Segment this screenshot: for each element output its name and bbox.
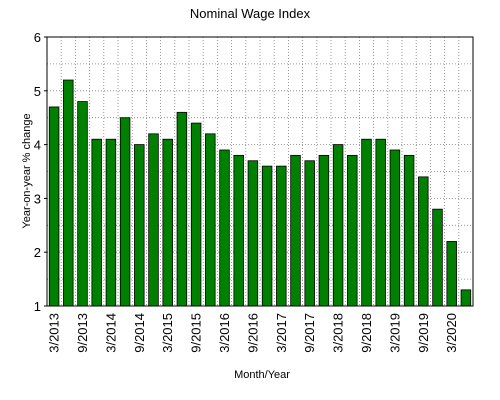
bar-3-2016 [219,149,230,307]
x-tick-label: 3/2020 [444,313,459,353]
bar-9-2017 [304,160,315,307]
bar-12-2016 [261,165,273,307]
bar-9-2018 [361,138,372,307]
x-axis-ticks: 3/2013 9/2013 3/2014 9/2014 3/2015 9/2015 3/20… [47,313,460,353]
bar-12-2019 [432,208,443,307]
x-tick-label: 9/2016 [245,313,260,353]
bar-9-2013 [77,101,88,307]
chart-title: Nominal Wage Index [190,6,311,21]
y-tick-label: 6 [34,30,41,45]
bar-6-2020 [460,289,472,307]
bar-9-2019 [418,176,429,307]
x-tick-label: 3/2014 [103,313,118,353]
x-tick-label: 9/2018 [359,313,374,353]
bar-6-2013 [63,79,74,307]
gridlines [47,36,473,307]
x-axis-label: Month/Year [234,369,290,381]
x-tick-label: 9/2013 [75,313,90,353]
x-tick-label: 9/2015 [189,313,204,353]
bars [48,79,472,307]
bar-3-2019 [389,149,401,307]
x-tick-label: 3/2016 [217,313,232,353]
bar-3-2015 [162,138,173,307]
x-tick-label: 9/2017 [302,313,317,353]
x-tick-label: 3/2015 [160,313,175,353]
bar-3-2020 [446,241,457,307]
x-tick-label: 9/2019 [416,313,431,353]
x-tick-label: 3/2017 [274,313,289,353]
y-tick-label: 1 [34,299,41,314]
bar-6-2017 [290,154,301,307]
bar-6-2015 [176,111,188,307]
y-tick-label: 5 [34,84,41,99]
x-tick-label: 3/2013 [47,313,62,353]
x-tick-label: 9/2014 [132,313,147,353]
bar-12-2015 [205,133,216,307]
y-axis-label: Year-on-year % change [21,113,33,228]
bar-3-2014 [105,138,117,307]
bar-6-2016 [233,154,244,307]
bar-9-2014 [134,144,145,307]
plot-frame [46,36,474,307]
bar-6-2014 [119,117,131,307]
x-tick-label: 3/2019 [387,313,402,353]
bar-12-2018 [375,138,386,307]
bar-9-2015 [190,122,202,307]
bar-3-2018 [332,144,344,307]
bar-9-2016 [247,160,259,307]
bar-12-2014 [148,133,159,307]
y-tick-label: 3 [34,191,41,206]
bar-12-2017 [318,154,330,307]
bar-12-2013 [91,138,102,307]
y-tick-label: 4 [34,138,41,153]
bar-3-2013 [48,106,60,307]
bar-3-2017 [276,165,287,307]
bar-6-2019 [403,154,415,307]
bar-6-2018 [347,154,358,307]
y-tick-label: 2 [34,245,41,260]
x-tick-label: 3/2018 [331,313,346,353]
y-axis-ticks: 1 2 3 4 5 6 [34,30,47,314]
